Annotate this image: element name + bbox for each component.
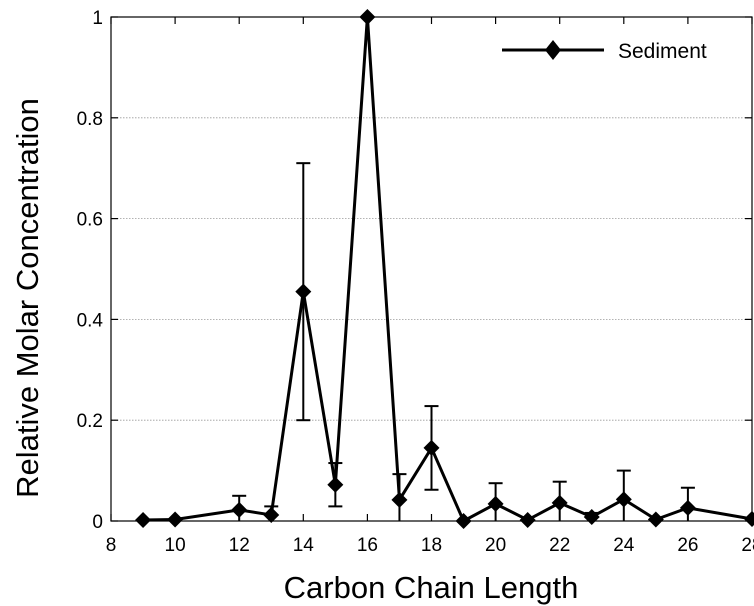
grid-lines <box>111 117 752 421</box>
y-tick-label: 1 <box>92 8 103 29</box>
legend-label: Sediment <box>618 40 707 63</box>
series-sediment <box>143 16 753 524</box>
data-point-marker <box>487 495 504 512</box>
data-point-marker <box>583 508 600 525</box>
data-point-marker <box>263 506 280 523</box>
x-tick-label: 16 <box>357 535 378 556</box>
y-tick-label: 0.4 <box>77 310 104 331</box>
data-markers <box>135 9 754 529</box>
x-tick-label: 28 <box>741 535 754 556</box>
legend: Sediment <box>489 24 749 80</box>
data-point-marker <box>231 501 248 518</box>
y-axis: 0 0.2 0.4 0.6 0.8 1 <box>77 8 752 533</box>
data-point-marker <box>519 511 536 528</box>
series-line-sediment <box>143 16 753 524</box>
legend-box <box>489 24 749 80</box>
x-tick-label: 10 <box>165 535 186 556</box>
x-tick-label: 8 <box>106 535 117 556</box>
data-point-marker <box>647 511 664 528</box>
legend-marker-diamond <box>545 40 561 60</box>
x-tick-label: 26 <box>677 535 698 556</box>
x-axis-label: Carbon Chain Length <box>284 570 579 605</box>
data-point-marker <box>423 439 440 456</box>
x-axis: 8 10 12 14 16 18 20 22 24 26 28 <box>106 17 754 556</box>
data-point-marker <box>391 491 408 508</box>
x-tick-label: 14 <box>293 535 315 556</box>
x-tick-label: 24 <box>613 535 635 556</box>
y-tick-label: 0.2 <box>77 411 103 432</box>
y-tick-label: 0.8 <box>77 109 103 130</box>
y-tick-label: 0 <box>92 512 103 533</box>
x-tick-label: 12 <box>229 535 250 556</box>
data-point-marker <box>135 511 152 528</box>
y-axis-label: Relative Molar Concentration <box>10 98 45 498</box>
data-point-marker <box>679 499 696 516</box>
x-tick-label: 22 <box>549 535 570 556</box>
data-point-marker <box>295 283 312 300</box>
x-tick-label: 18 <box>421 535 442 556</box>
data-point-marker <box>327 476 344 493</box>
data-point-marker <box>615 491 632 508</box>
x-tick-label: 20 <box>485 535 506 556</box>
data-point-marker <box>551 494 568 511</box>
y-tick-label: 0.6 <box>77 210 103 231</box>
error-bars <box>232 162 695 521</box>
